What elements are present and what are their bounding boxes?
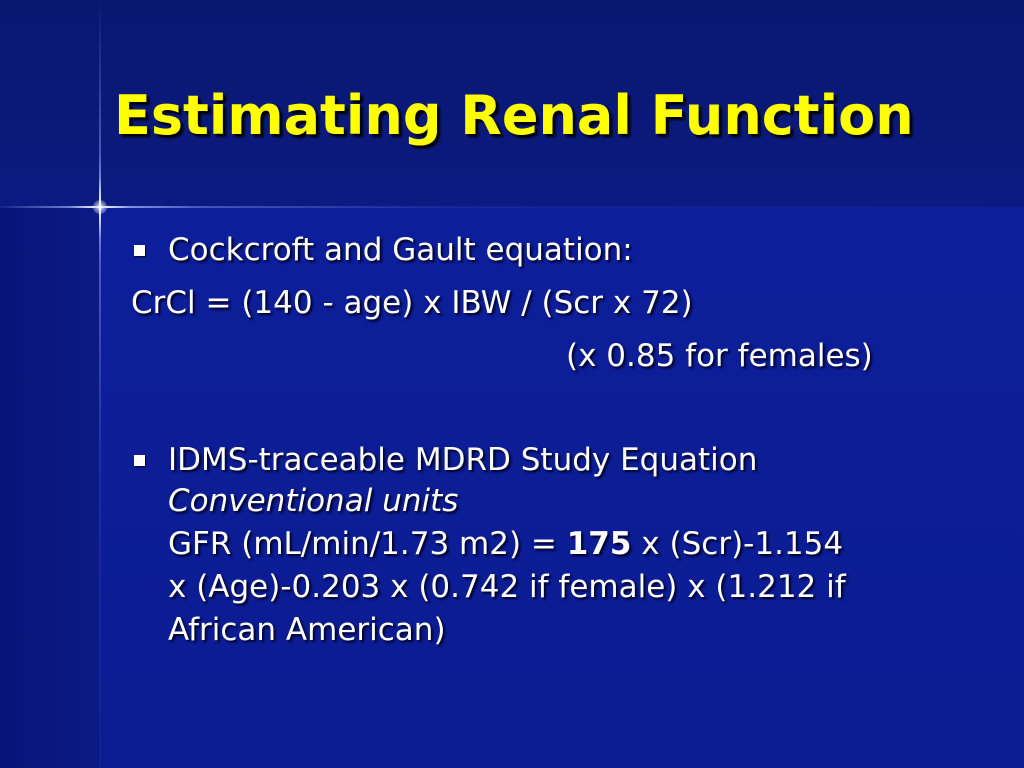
gfr-formula-prefix: GFR (mL/min/1.73 m2) =: [168, 526, 567, 562]
bullet-square-icon: [134, 245, 145, 256]
gfr-formula-suffix: x (Scr)-1.154: [631, 526, 844, 562]
female-adjustment-note: (x 0.85 for females): [566, 338, 873, 374]
gfr-formula-line1: GFR (mL/min/1.73 m2) = 175 x (Scr)-1.154: [168, 522, 843, 566]
vertical-divider-line: [99, 0, 101, 768]
crcl-formula: CrCl = (140 - age) x IBW / (Scr x 72): [131, 285, 693, 321]
conventional-units-label: Conventional units: [168, 483, 459, 519]
bullet-cockcroft-gault: Cockcroft and Gault equation:: [168, 232, 633, 268]
horizontal-divider-line: [0, 206, 1024, 208]
gfr-formula-line2: x (Age)-0.203 x (0.742 if female) x (1.2…: [168, 569, 846, 605]
slide-title: Estimating Renal Function: [114, 84, 914, 147]
bullet-mdrd: IDMS-traceable MDRD Study Equation: [168, 442, 758, 478]
bullet-square-icon: [134, 455, 145, 466]
gfr-formula-line3: African American): [168, 612, 446, 648]
background-left: [0, 207, 100, 768]
background-top: [0, 0, 1024, 207]
background-main: [100, 207, 1024, 768]
gfr-constant: 175: [566, 526, 632, 562]
